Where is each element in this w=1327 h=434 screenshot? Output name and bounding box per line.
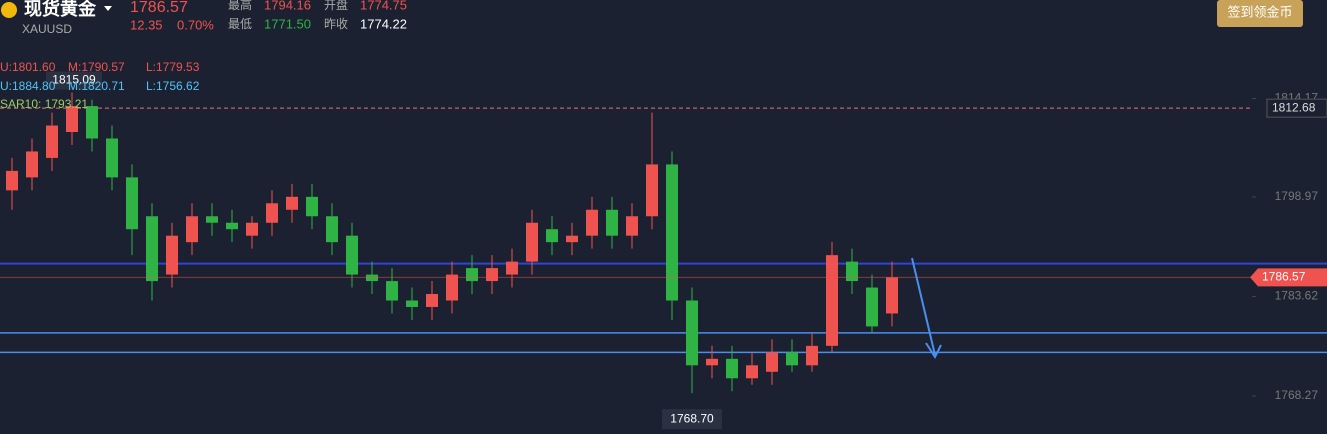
candle-body [806, 345, 818, 366]
indicator: M:1820.71 [68, 79, 125, 93]
candle-body [386, 281, 398, 301]
symbol: XAUUSD [22, 22, 72, 36]
candle-body [326, 216, 338, 243]
title[interactable]: 现货黄金 [24, 0, 97, 19]
candle-body [206, 216, 218, 223]
price: 1786.57 [130, 0, 188, 16]
gold-icon [1, 2, 17, 18]
label: 最高 [228, 0, 252, 12]
candle-body [66, 106, 78, 133]
y-tick-label: 1783.62 [1275, 289, 1319, 303]
button[interactable] [1217, 0, 1303, 27]
indicator: SAR10: 1793.21 [0, 97, 88, 111]
label: 最低 [228, 17, 252, 31]
min-label: 1768.70 [670, 411, 714, 425]
y-tick-label: 1768.27 [1275, 388, 1319, 402]
candle-body [246, 222, 258, 236]
candle-body [646, 164, 658, 217]
candle-body [266, 203, 278, 223]
price-tag [1250, 268, 1327, 287]
candle-body [586, 209, 598, 236]
indicator: M:1790.57 [68, 60, 125, 74]
price-tag-label: 1786.57 [1262, 270, 1306, 284]
candle-body [46, 125, 58, 158]
candle-body [786, 352, 798, 366]
arrow [911, 257, 942, 360]
candle-body [606, 209, 618, 236]
candle-body [726, 358, 738, 379]
alert-label: 1812.68 [1272, 100, 1316, 114]
candle-body [146, 216, 158, 282]
candle-body [846, 261, 858, 282]
candle-body [546, 229, 558, 243]
candle-body [766, 352, 778, 372]
value: 1794.16 [264, 0, 311, 12]
candle-body [306, 196, 318, 217]
label: 开盘 [324, 0, 348, 12]
candle-body [666, 164, 678, 301]
candle-body [866, 287, 878, 327]
max-tag [46, 71, 102, 90]
candle-body [746, 365, 758, 379]
candle-body [706, 358, 718, 366]
dropdown-icon[interactable] [104, 6, 112, 11]
candle-body [126, 177, 138, 230]
candle-body [26, 151, 38, 178]
indicator: L:1756.62 [146, 79, 200, 93]
candle-body [346, 235, 358, 275]
candle-body [466, 268, 478, 282]
candle-body [826, 255, 838, 346]
change: 12.35 [130, 17, 163, 32]
indicator: U:1801.60 [0, 60, 56, 74]
candle-body [426, 294, 438, 307]
change-pct: 0.70% [177, 17, 214, 32]
value: 1774.75 [360, 0, 407, 12]
alert-tag [1266, 98, 1327, 118]
candle-body [506, 261, 518, 275]
candle-body [526, 222, 538, 262]
candle-body [486, 268, 498, 282]
candle-body [186, 216, 198, 243]
candle-body [86, 106, 98, 139]
candle-body [686, 300, 698, 366]
candle-body [566, 235, 578, 243]
button-label[interactable]: 签到领金币 [1227, 4, 1292, 19]
min-tag [662, 409, 722, 430]
candle-body [886, 277, 898, 314]
indicator: U:1884.80 [0, 79, 56, 93]
value: 1774.22 [360, 16, 407, 31]
indicator: L:1779.53 [146, 60, 200, 74]
candle-body [6, 170, 18, 191]
candle-body [626, 216, 638, 236]
max-label: 1815.09 [52, 73, 96, 87]
value: 1771.50 [264, 16, 311, 31]
candle-body [166, 235, 178, 275]
candle-body [106, 138, 118, 178]
candle-body [226, 222, 238, 230]
candle-body [406, 300, 418, 307]
candle-body [446, 274, 458, 301]
y-tick-label: 1798.97 [1275, 189, 1319, 203]
label: 昨收 [324, 17, 348, 31]
candle-body [286, 196, 298, 210]
